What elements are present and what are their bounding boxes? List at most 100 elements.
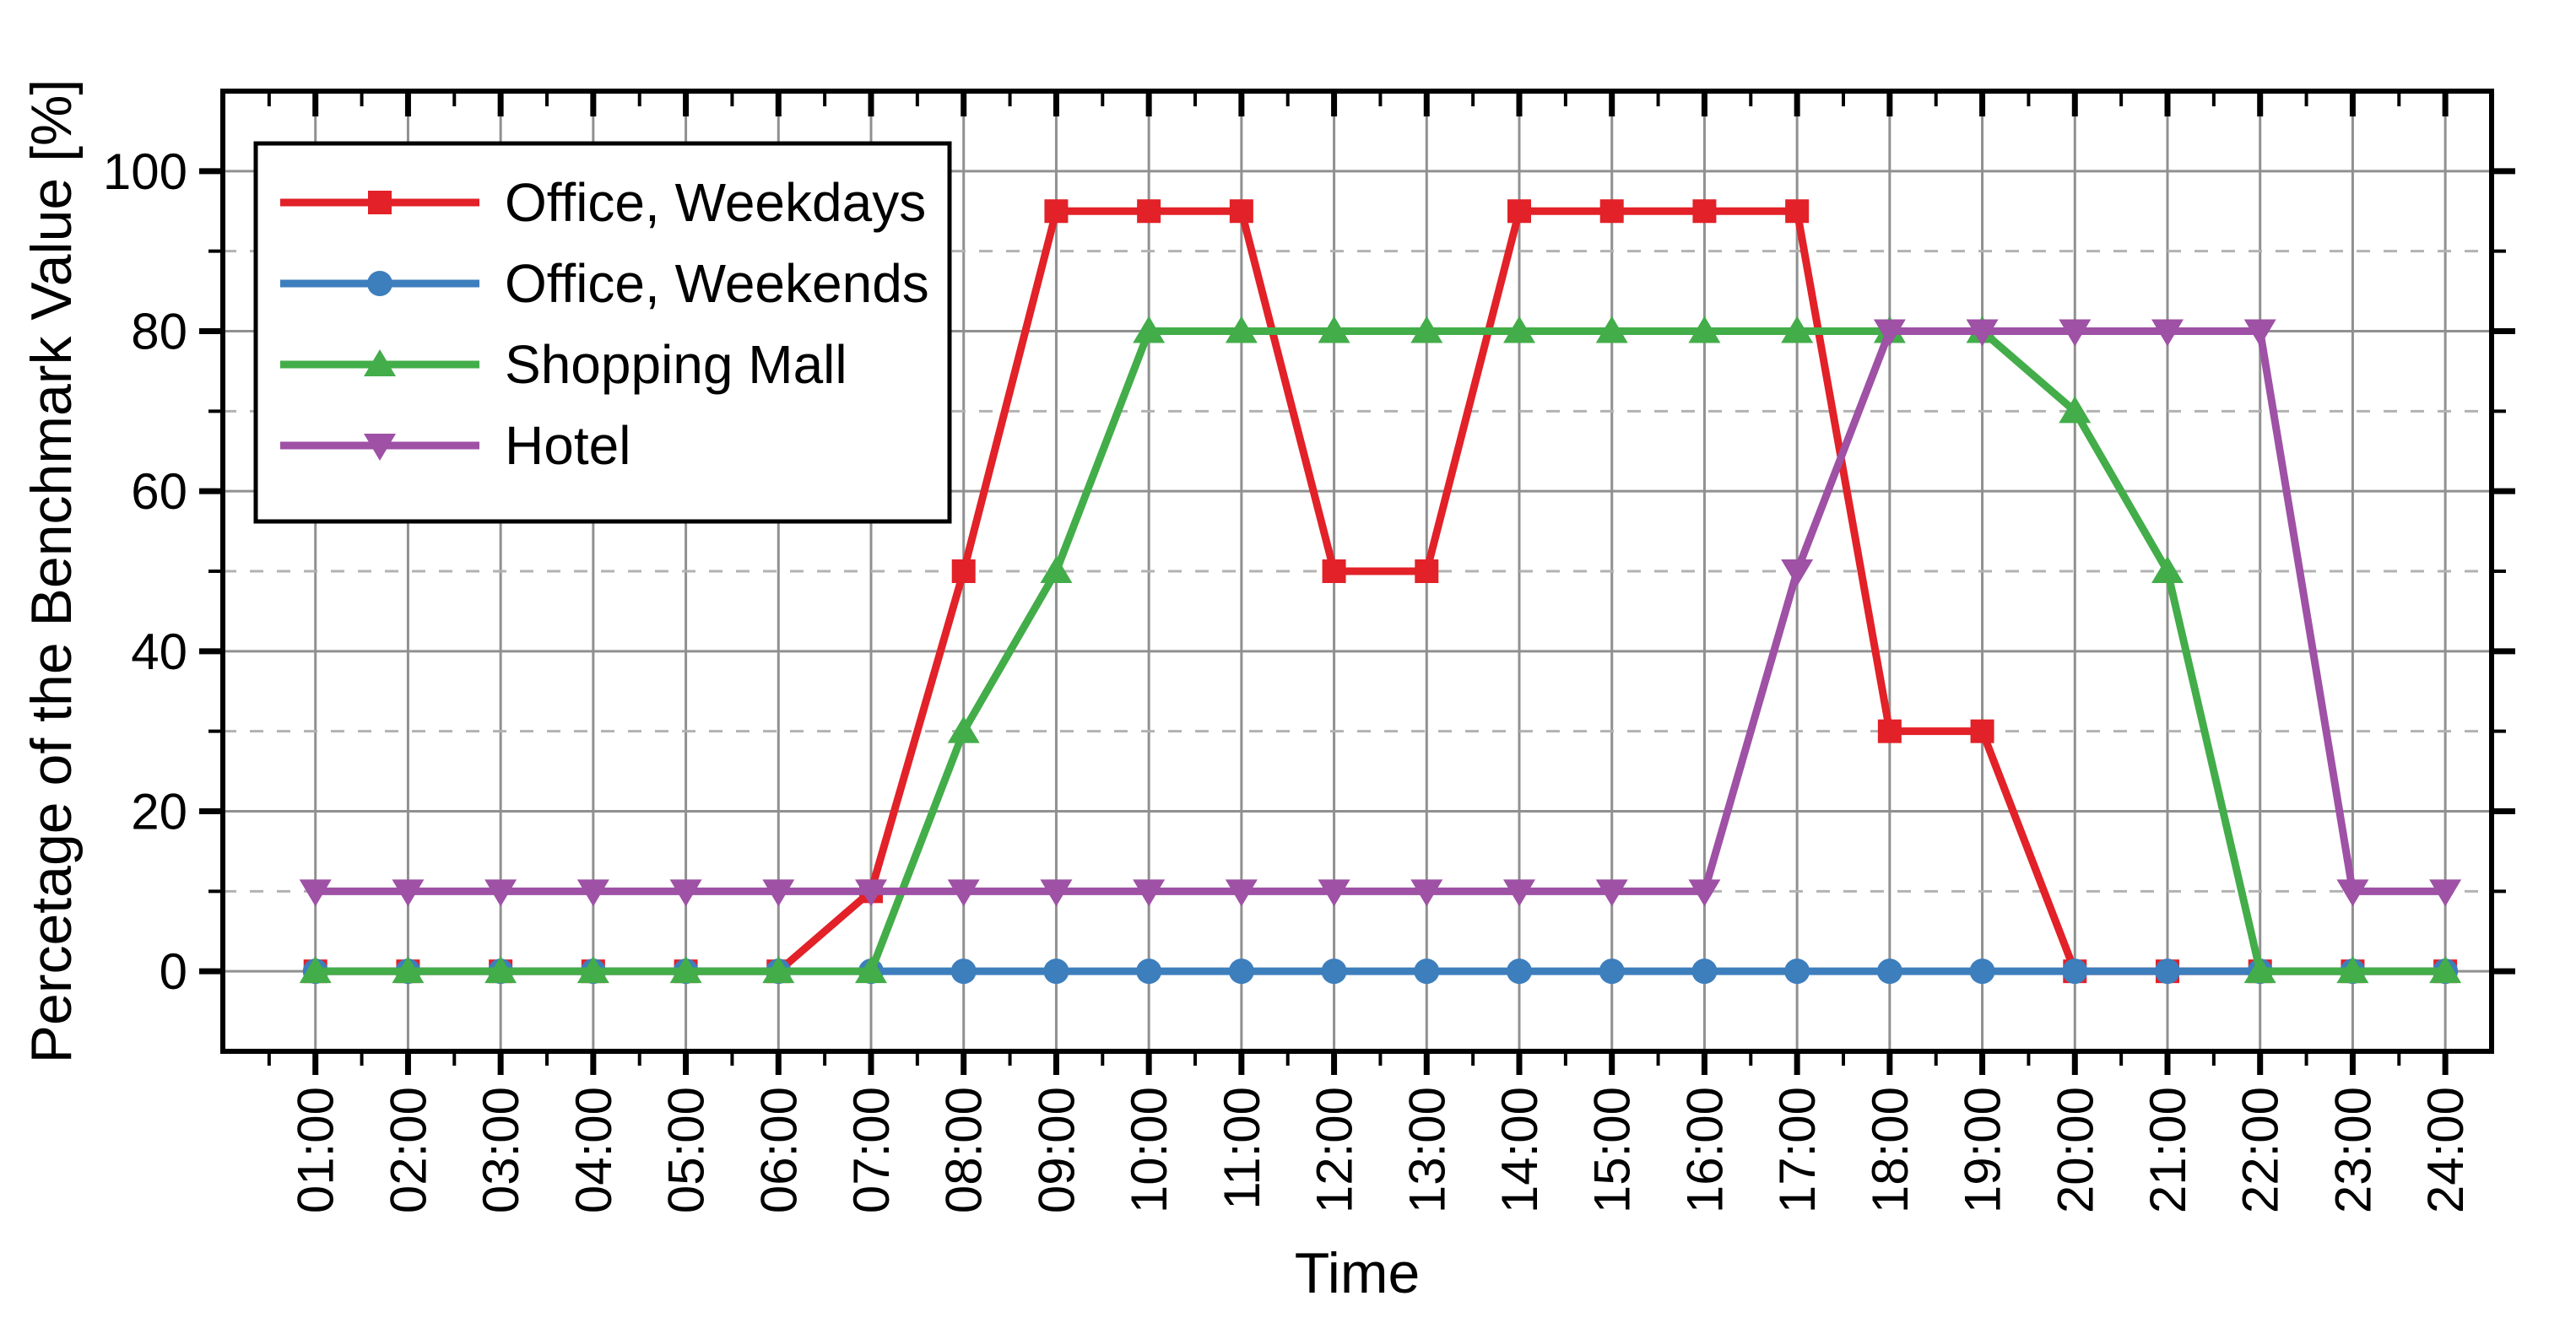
marker-triangle-down xyxy=(1503,879,1535,907)
marker-triangle-down xyxy=(392,879,425,907)
marker-square xyxy=(1599,199,1624,224)
marker-circle xyxy=(2062,958,2088,985)
marker-triangle-up xyxy=(2059,396,2092,424)
marker-triangle-up xyxy=(484,956,517,984)
marker-triangle-up xyxy=(1225,316,1258,343)
marker-triangle-down xyxy=(1781,559,1814,586)
marker-triangle-down xyxy=(484,879,517,907)
marker-triangle-up xyxy=(1595,316,1628,343)
marker-triangle-up xyxy=(299,956,332,984)
marker-triangle-down xyxy=(1225,879,1258,907)
marker-triangle-down xyxy=(364,434,396,461)
marker-triangle-down xyxy=(1410,879,1443,907)
legend-sample-hotel xyxy=(280,434,479,461)
marker-triangle-up xyxy=(1040,556,1073,583)
marker-square xyxy=(1322,559,1346,583)
y-tick-label: 80 xyxy=(131,304,187,360)
marker-triangle-down xyxy=(1688,879,1721,907)
x-tick-label: 17:00 xyxy=(1769,1087,1826,1213)
marker-triangle-up xyxy=(669,956,702,984)
marker-triangle-down xyxy=(576,879,609,907)
marker-triangle-down xyxy=(1133,879,1166,907)
x-tick-label: 18:00 xyxy=(1862,1087,1918,1213)
x-tick-label: 14:00 xyxy=(1491,1087,1548,1213)
y-axis-title: Percetage of the Benchmark Value [%] xyxy=(19,79,84,1064)
marker-circle xyxy=(1228,958,1254,985)
x-tick-label: 05:00 xyxy=(658,1087,715,1213)
marker-triangle-up xyxy=(2243,956,2276,984)
marker-triangle-up xyxy=(2336,956,2369,984)
marker-triangle-up xyxy=(364,349,396,376)
marker-triangle-down xyxy=(1318,879,1350,907)
marker-circle xyxy=(367,271,392,296)
legend-label: Office, Weekdays xyxy=(505,172,926,233)
marker-triangle-up xyxy=(947,716,980,743)
x-tick-label: 11:00 xyxy=(1214,1087,1270,1210)
marker-triangle-down xyxy=(669,879,702,907)
marker-triangle-up xyxy=(392,956,425,984)
x-tick-label: 09:00 xyxy=(1028,1087,1085,1213)
marker-triangle-up xyxy=(762,956,795,984)
legend-sample-office-weekdays xyxy=(280,191,479,214)
marker-triangle-down xyxy=(2243,319,2276,347)
marker-circle xyxy=(2155,958,2180,985)
x-tick-label: 16:00 xyxy=(1676,1087,1733,1213)
x-tick-label: 06:00 xyxy=(750,1087,807,1213)
marker-triangle-up xyxy=(1318,316,1350,343)
legend-item-office-weekdays: Office, Weekdays xyxy=(280,172,926,233)
marker-square xyxy=(368,191,392,214)
marker-triangle-up xyxy=(1410,316,1443,343)
x-tick-label: 20:00 xyxy=(2047,1087,2103,1213)
x-tick-label: 23:00 xyxy=(2324,1087,2381,1213)
x-tick-label: 08:00 xyxy=(936,1087,993,1213)
y-tick-label: 100 xyxy=(103,143,187,200)
series-line-hotel xyxy=(315,327,2446,895)
marker-triangle-down xyxy=(1040,879,1073,907)
x-tick-label: 02:00 xyxy=(380,1087,436,1213)
marker-triangle-up xyxy=(1503,316,1535,343)
marker-square xyxy=(1970,719,1994,743)
marker-triangle-down xyxy=(1595,879,1628,907)
legend-sample-office-weekends xyxy=(280,271,479,296)
legend-label: Office, Weekends xyxy=(505,253,929,314)
marker-square xyxy=(1229,199,1253,224)
marker-circle xyxy=(1136,958,1162,985)
marker-triangle-down xyxy=(855,879,887,907)
legend: Office, Weekdays Office, Weekends Shoppi… xyxy=(253,141,952,524)
y-tick-label: 20 xyxy=(131,784,187,840)
x-tick-label: 01:00 xyxy=(288,1087,344,1213)
x-tick-label: 03:00 xyxy=(473,1087,529,1213)
marker-circle xyxy=(950,958,977,985)
y-tick-label: 40 xyxy=(131,624,187,680)
marker-triangle-up xyxy=(2151,556,2184,583)
marker-circle xyxy=(1784,958,1810,985)
legend-item-shopping-mall: Shopping Mall xyxy=(280,334,847,395)
marker-triangle-up xyxy=(2429,956,2462,984)
x-tick-label: 10:00 xyxy=(1121,1087,1177,1213)
marker-triangle-down xyxy=(2336,879,2369,907)
marker-circle xyxy=(1414,958,1440,985)
marker-triangle-down xyxy=(2059,319,2092,347)
marker-square xyxy=(951,559,976,583)
marker-triangle-down xyxy=(299,879,332,907)
marker-circle xyxy=(1043,958,1069,985)
x-tick-label: 21:00 xyxy=(2140,1087,2196,1213)
marker-square xyxy=(1507,199,1531,224)
marker-circle xyxy=(1507,958,1532,985)
x-tick-label: 19:00 xyxy=(1955,1087,2011,1213)
x-tick-label: 13:00 xyxy=(1399,1087,1455,1213)
marker-triangle-down xyxy=(947,879,980,907)
marker-triangle-up xyxy=(1781,316,1814,343)
series-shopping-mall xyxy=(299,316,2462,984)
x-tick-label: 12:00 xyxy=(1307,1087,1363,1213)
x-tick-label: 15:00 xyxy=(1584,1087,1641,1213)
marker-triangle-up xyxy=(855,956,887,984)
marker-square xyxy=(1877,719,1902,743)
tick-label-layer: 0 20 40 60 80 100 01:00 02:00 03:00 04:00 05:00 06:… xyxy=(103,143,2474,1213)
marker-square xyxy=(1044,199,1069,224)
marker-square xyxy=(1692,199,1717,224)
legend-item-office-weekends: Office, Weekends xyxy=(280,253,929,314)
marker-triangle-down xyxy=(2151,319,2184,347)
marker-triangle-down xyxy=(2429,879,2462,907)
